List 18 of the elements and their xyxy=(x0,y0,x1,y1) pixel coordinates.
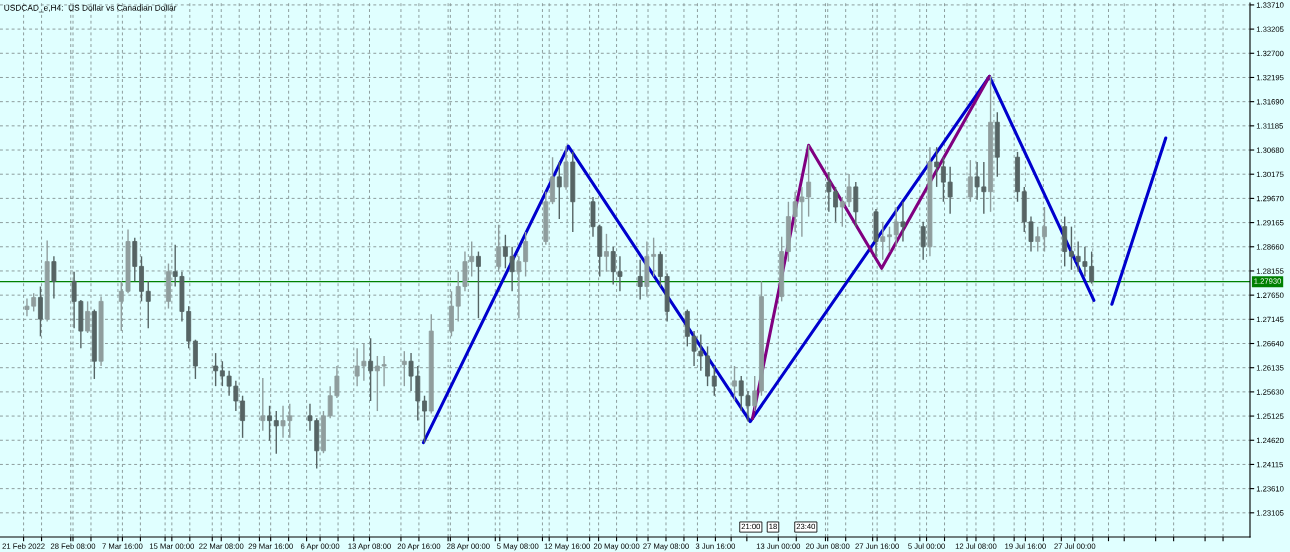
candlestick xyxy=(934,146,940,188)
candlestick xyxy=(637,259,643,301)
chart-title: USDCAD_e,H4: US Dollar vs Canadian Dollar xyxy=(4,4,177,13)
candlestick xyxy=(368,337,374,402)
candlestick xyxy=(476,250,481,319)
candlestick xyxy=(711,365,717,397)
candlestick xyxy=(37,285,43,338)
candlestick xyxy=(422,395,427,444)
candlestick xyxy=(51,255,57,300)
candlestick xyxy=(920,221,926,261)
candlestick xyxy=(273,410,279,455)
candlestick xyxy=(752,375,758,412)
candlestick xyxy=(267,405,272,442)
candlestick xyxy=(900,201,906,243)
candlestick xyxy=(213,352,219,387)
candlestick xyxy=(556,161,562,220)
candlestick xyxy=(145,280,151,329)
candlestick xyxy=(705,345,710,387)
